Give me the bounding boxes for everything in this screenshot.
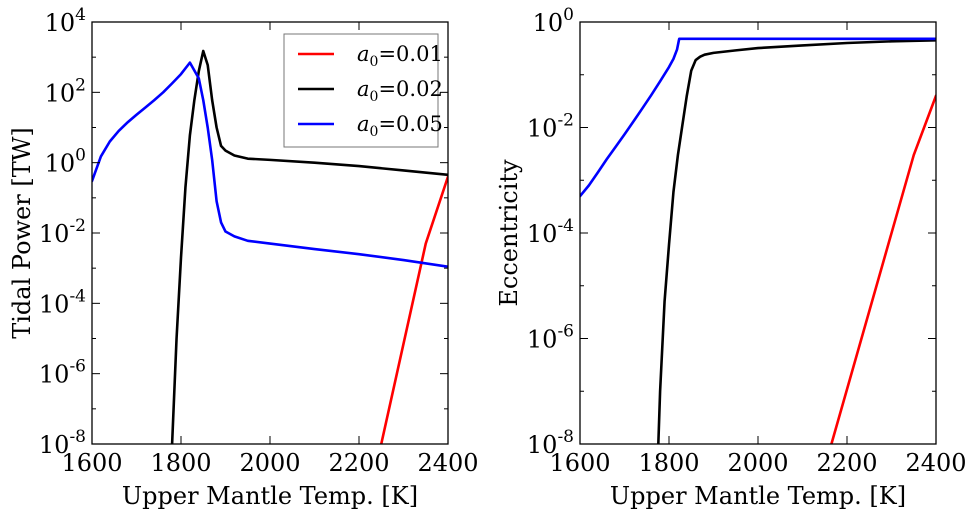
x-tick-label: 2200 (328, 449, 389, 477)
y-tick-label: 100 (45, 146, 86, 178)
x-tick-label: 2000 (239, 449, 300, 477)
y-tick-label: 10-6 (39, 357, 86, 389)
series-line-3 (92, 61, 448, 269)
y-tick-label: 10-2 (527, 111, 574, 143)
x-tick-label: 2400 (417, 449, 478, 477)
y-tick-label: 10-4 (527, 216, 574, 248)
series-line-1 (379, 175, 448, 444)
y-tick-label: 10-2 (39, 216, 86, 248)
x-axis-label: Upper Mantle Temp. [K] (122, 482, 418, 510)
series-group (92, 49, 448, 444)
legend-label: a0=0.02 (357, 77, 443, 105)
y-tick-label: 10-8 (527, 427, 574, 459)
legend: a0=0.01 a0=0.02 a0=0.05 (283, 33, 443, 148)
y-tick-label: 100 (533, 5, 574, 37)
legend-label: a0=0.05 (357, 112, 443, 140)
y-axis-label: Eccentricity (495, 159, 523, 307)
plot-frame (579, 21, 937, 445)
x-tick-label: 2400 (905, 449, 966, 477)
y-tick-label: 10-6 (527, 322, 574, 354)
x-tick-label: 1600 (61, 449, 122, 477)
series-line-2 (170, 49, 448, 444)
y-tick-label: 10-4 (39, 286, 86, 318)
series-line-1 (830, 94, 936, 444)
x-tick-label: 2000 (727, 449, 788, 477)
x-tick-label: 1800 (150, 449, 211, 477)
x-axis-label: Upper Mantle Temp. [K] (610, 482, 906, 510)
legend-label: a0=0.01 (357, 42, 443, 70)
chart-panel-2: 1600 1800 2000 2200 2400 100 10-2 10-4 10-6 10-8 U… (495, 5, 967, 510)
series-line-2 (657, 38, 936, 444)
series-line-3 (580, 37, 936, 198)
y-axis-label: Tidal Power [TW] (8, 127, 36, 339)
y-tick-label: 10-8 (39, 427, 86, 459)
y-tick-label: 102 (45, 75, 86, 107)
series-group (580, 37, 936, 444)
y-tick-label: 104 (45, 5, 86, 37)
x-tick-label: 1600 (549, 449, 610, 477)
chart-panel-1: 1600 1800 2000 2200 2400 104 102 100 10-2 10-4 10-… (8, 5, 479, 510)
x-tick-label: 1800 (638, 449, 699, 477)
x-tick-label: 2200 (816, 449, 877, 477)
